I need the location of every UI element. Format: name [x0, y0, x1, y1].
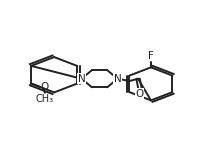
Text: N: N: [114, 74, 121, 84]
Text: CH₃: CH₃: [36, 94, 54, 104]
Text: F: F: [148, 51, 154, 61]
Text: N: N: [78, 74, 86, 84]
Text: O: O: [41, 82, 49, 92]
Text: O: O: [136, 89, 144, 99]
